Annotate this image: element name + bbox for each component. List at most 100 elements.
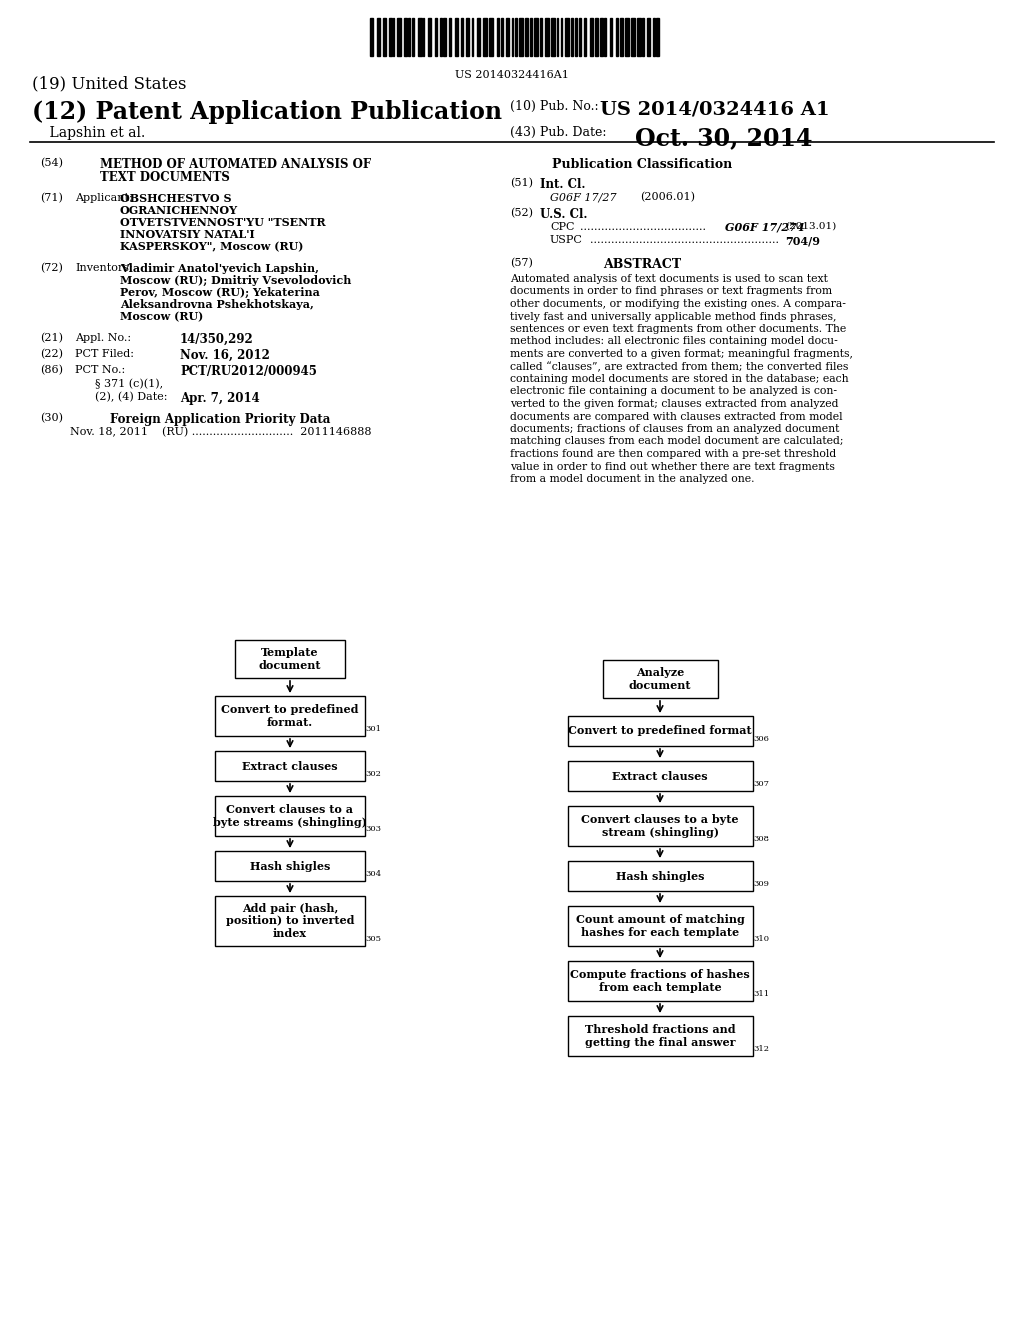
Text: Convert to predefined format: Convert to predefined format xyxy=(568,726,752,737)
Bar xyxy=(477,18,480,55)
Bar xyxy=(449,18,451,55)
Text: (52): (52) xyxy=(510,209,534,218)
Text: TEXT DOCUMENTS: TEXT DOCUMENTS xyxy=(100,172,229,183)
Text: PCT No.:: PCT No.: xyxy=(75,366,125,375)
Bar xyxy=(604,18,606,55)
Text: other documents, or modifying the existing ones. A compara-: other documents, or modifying the existi… xyxy=(510,300,846,309)
Bar xyxy=(568,762,753,791)
Text: documents in order to find phrases or text fragments from: documents in order to find phrases or te… xyxy=(510,286,833,297)
Text: (43) Pub. Date:: (43) Pub. Date: xyxy=(510,125,606,139)
Bar xyxy=(545,18,549,55)
Bar xyxy=(631,18,635,55)
Text: Extract clauses: Extract clauses xyxy=(243,760,338,771)
Text: method includes: all electronic files containing model docu-: method includes: all electronic files co… xyxy=(510,337,838,346)
Bar xyxy=(466,18,469,55)
Bar xyxy=(565,18,569,55)
Text: verted to the given format; clauses extracted from analyzed: verted to the given format; clauses extr… xyxy=(510,399,839,409)
Bar xyxy=(461,18,463,55)
Bar xyxy=(530,18,532,55)
Bar xyxy=(637,18,641,55)
Bar xyxy=(620,18,623,55)
Bar xyxy=(525,18,528,55)
Text: containing model documents are stored in the database; each: containing model documents are stored in… xyxy=(510,374,849,384)
Text: Extract clauses: Extract clauses xyxy=(612,771,708,781)
Text: fractions found are then compared with a pre-set threshold: fractions found are then compared with a… xyxy=(510,449,837,459)
Bar xyxy=(440,18,442,55)
Text: PCT/RU2012/000945: PCT/RU2012/000945 xyxy=(180,366,316,378)
Text: Aleksandrovna Pshekhotskaya,: Aleksandrovna Pshekhotskaya, xyxy=(120,300,314,310)
Text: ABSTRACT: ABSTRACT xyxy=(603,257,681,271)
Bar xyxy=(656,18,659,55)
Bar xyxy=(435,18,437,55)
Text: ......................................................: ........................................… xyxy=(590,235,779,246)
Text: Analyze
document: Analyze document xyxy=(629,667,691,690)
Text: METHOD OF AUTOMATED ANALYSIS OF: METHOD OF AUTOMATED ANALYSIS OF xyxy=(100,158,371,172)
Text: Nov. 16, 2012: Nov. 16, 2012 xyxy=(180,348,270,362)
Text: Add pair (hash,
position) to inverted
index: Add pair (hash, position) to inverted in… xyxy=(225,903,354,940)
Text: Hash shigles: Hash shigles xyxy=(250,861,330,871)
Bar xyxy=(642,18,644,55)
Bar xyxy=(568,961,753,1001)
Text: Perov, Moscow (RU); Yekaterina: Perov, Moscow (RU); Yekaterina xyxy=(120,286,319,298)
Text: KASPERSKOY", Moscow (RU): KASPERSKOY", Moscow (RU) xyxy=(120,242,303,252)
Text: 14/350,292: 14/350,292 xyxy=(180,333,254,346)
Text: Compute fractions of hashes
from each template: Compute fractions of hashes from each te… xyxy=(570,969,750,993)
Bar xyxy=(571,18,573,55)
Bar xyxy=(625,18,629,55)
Text: Vladimir Anatol'yevich Lapshin,: Vladimir Anatol'yevich Lapshin, xyxy=(120,263,319,275)
Text: Threshold fractions and
getting the final answer: Threshold fractions and getting the fina… xyxy=(585,1024,735,1048)
Bar xyxy=(616,18,618,55)
Bar xyxy=(389,18,392,55)
Text: (10) Pub. No.:: (10) Pub. No.: xyxy=(510,100,599,114)
Bar xyxy=(534,18,538,55)
Text: value in order to find out whether there are text fragments: value in order to find out whether there… xyxy=(510,462,835,471)
Text: 306: 306 xyxy=(753,735,769,743)
Text: matching clauses from each model document are calculated;: matching clauses from each model documen… xyxy=(510,437,844,446)
Text: US 2014/0324416 A1: US 2014/0324416 A1 xyxy=(600,100,829,117)
Text: Nov. 18, 2011    (RU) .............................  2011146888: Nov. 18, 2011 (RU) .....................… xyxy=(70,426,372,437)
Bar xyxy=(603,660,718,698)
Text: ments are converted to a given format; meaningful fragments,: ments are converted to a given format; m… xyxy=(510,348,853,359)
Text: 704/9: 704/9 xyxy=(785,235,820,246)
Text: 312: 312 xyxy=(753,1045,769,1053)
Bar xyxy=(497,18,499,55)
Bar xyxy=(404,18,407,55)
Text: (2006.01): (2006.01) xyxy=(640,191,695,202)
Bar xyxy=(408,18,410,55)
Text: documents; fractions of clauses from an analyzed document: documents; fractions of clauses from an … xyxy=(510,424,840,434)
Bar xyxy=(215,751,365,781)
Bar xyxy=(568,1016,753,1056)
Text: USPC: USPC xyxy=(550,235,583,246)
Bar xyxy=(383,18,386,55)
Text: Inventors:: Inventors: xyxy=(75,263,133,273)
Bar xyxy=(568,861,753,891)
Text: Count amount of matching
hashes for each template: Count amount of matching hashes for each… xyxy=(575,913,744,939)
Text: 304: 304 xyxy=(365,870,381,878)
Text: (2013.01): (2013.01) xyxy=(785,222,837,231)
Text: OTVETSTVENNOST'YU "TSENTR: OTVETSTVENNOST'YU "TSENTR xyxy=(120,216,326,228)
Text: 310: 310 xyxy=(753,935,769,942)
Text: PCT Filed:: PCT Filed: xyxy=(75,348,134,359)
Text: (57): (57) xyxy=(510,257,532,268)
Bar xyxy=(455,18,458,55)
Text: Appl. No.:: Appl. No.: xyxy=(75,333,131,343)
Bar xyxy=(234,640,345,678)
Bar xyxy=(418,18,422,55)
Bar xyxy=(215,896,365,946)
Bar xyxy=(579,18,581,55)
Bar xyxy=(653,18,655,55)
Text: electronic file containing a document to be analyzed is con-: electronic file containing a document to… xyxy=(510,387,837,396)
Text: Automated analysis of text documents is used to scan text: Automated analysis of text documents is … xyxy=(510,275,827,284)
Text: Moscow (RU); Dmitriy Vsevolodovich: Moscow (RU); Dmitriy Vsevolodovich xyxy=(120,275,351,286)
Text: (72): (72) xyxy=(40,263,62,273)
Text: Oct. 30, 2014: Oct. 30, 2014 xyxy=(635,125,812,150)
Text: OGRANICHENNOY: OGRANICHENNOY xyxy=(120,205,239,216)
Text: (19) United States: (19) United States xyxy=(32,75,186,92)
Bar xyxy=(215,696,365,737)
Text: Publication Classification: Publication Classification xyxy=(552,158,732,172)
Text: 303: 303 xyxy=(365,825,381,833)
Bar xyxy=(600,18,603,55)
Bar xyxy=(568,906,753,946)
Text: U.S. Cl.: U.S. Cl. xyxy=(540,209,588,220)
Bar xyxy=(519,18,523,55)
